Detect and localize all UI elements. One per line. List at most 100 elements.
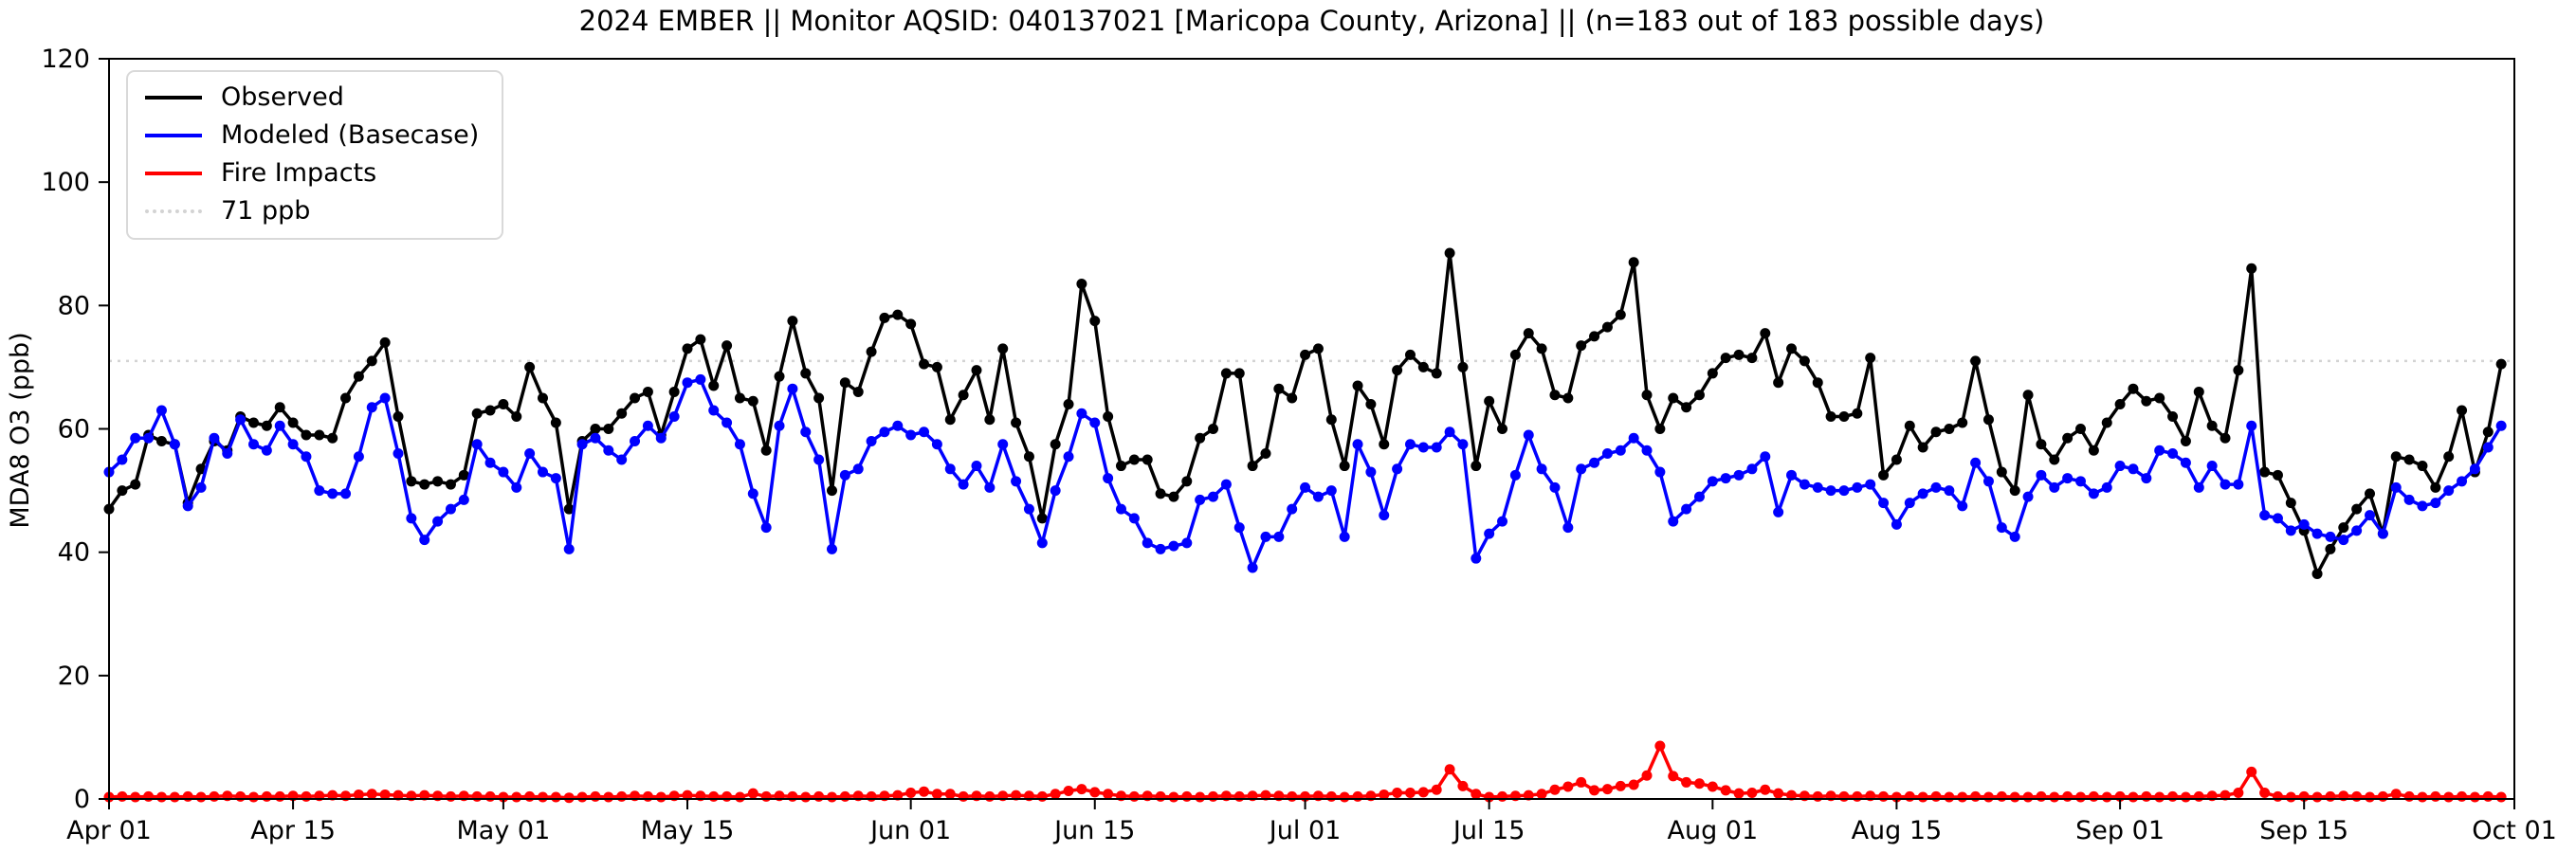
data-point [1339,531,1350,542]
data-point [2259,466,2271,478]
data-point [1417,442,1429,453]
data-point [2154,791,2165,803]
data-point [1904,790,1915,802]
data-point [1576,340,1587,352]
data-point [682,343,693,354]
data-point [1300,481,1311,493]
data-point [379,336,391,348]
data-point [1523,328,1534,339]
data-point [353,789,364,800]
data-point [2036,469,2047,481]
x-tick-label: May 01 [457,816,551,845]
data-point [1878,469,1890,481]
data-point [1155,790,1166,802]
data-point [1746,353,1758,364]
data-point [1970,355,1982,367]
data-point [117,485,128,497]
data-point [958,479,969,490]
data-point [1917,791,1928,803]
data-point [314,485,325,497]
data-point [432,516,444,527]
data-point [1497,516,1508,527]
data-point [1273,531,1285,542]
data-point [852,463,864,475]
data-point [445,479,456,490]
data-point [366,402,377,413]
data-point [1760,328,1771,339]
data-point [195,791,207,803]
data-point [1707,476,1718,487]
data-point [1063,786,1074,797]
data-point [117,790,128,802]
data-point [1417,361,1429,372]
data-point [2036,790,2047,802]
data-point [2088,445,2099,456]
data-point [1325,485,1337,497]
data-point [2311,528,2323,539]
data-point [1930,426,1942,438]
fire-line-swatch [145,171,202,175]
data-point [445,790,456,802]
data-point [1904,420,1915,431]
data-point [1773,788,1784,799]
data-point [340,488,352,499]
data-point [2430,790,2441,802]
data-point [1957,791,1968,803]
data-point [1208,424,1219,434]
data-point [2351,790,2363,802]
data-point [682,377,693,389]
data-point [2009,791,2020,803]
modeled-line-swatch [145,133,202,137]
data-point [813,454,825,465]
data-point [931,789,942,800]
data-point [209,790,220,802]
data-point [1379,510,1390,521]
data-point [1181,537,1193,549]
data-point [1509,349,1521,360]
data-point [760,790,772,802]
data-point [2272,513,2283,524]
data-point [2272,790,2283,802]
data-point [1654,740,1666,752]
data-point [2469,791,2480,803]
data-point [247,417,259,428]
data-point [2443,485,2455,497]
data-point [432,476,444,487]
data-point [169,439,180,450]
data-point [1457,439,1469,450]
data-point [2246,420,2257,431]
data-point [182,790,193,802]
data-point [484,457,496,468]
series-line-fire-impacts [107,744,2503,800]
data-point [1852,481,1863,493]
data-point [1693,778,1705,789]
data-point [419,535,430,546]
data-point [235,790,247,802]
data-point [958,390,969,401]
data-point [1509,469,1521,481]
data-point [1011,789,1022,801]
data-point [2403,790,2415,802]
x-tick-label: Apr 01 [66,816,152,845]
data-point [1720,473,1731,484]
legend-label: Fire Impacts [221,158,377,188]
data-point [1825,410,1836,422]
data-point [1471,789,1482,800]
data-point [866,436,877,447]
data-point [1023,503,1034,515]
data-point [1944,791,1955,803]
data-point [1247,562,1258,573]
data-point [327,432,338,444]
legend-label: Observed [221,82,344,112]
data-point [1838,485,1850,497]
data-point [590,790,601,802]
data-point [524,790,536,802]
data-point [1641,390,1653,401]
data-point [734,392,745,404]
data-point [2206,461,2218,472]
data-point [813,392,825,404]
data-point [419,789,430,801]
data-point [603,445,614,456]
data-point [2377,790,2388,802]
data-point [1168,791,1179,803]
